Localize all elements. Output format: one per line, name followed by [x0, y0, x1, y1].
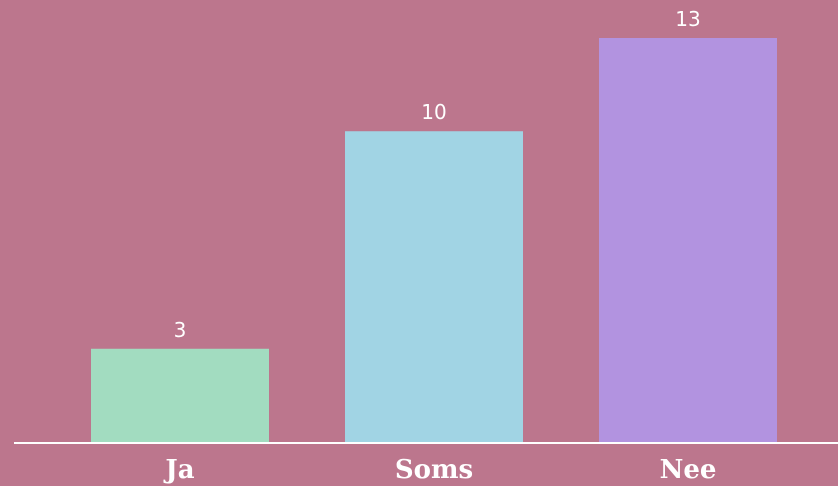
value-label-ja: 3 — [174, 318, 187, 342]
category-labels-group: Ja Soms Nee — [163, 455, 716, 485]
bars-group — [91, 38, 777, 442]
value-label-soms: 10 — [421, 100, 446, 124]
category-label-nee: Nee — [660, 455, 717, 485]
value-label-nee: 13 — [675, 7, 700, 31]
category-label-soms: Soms — [395, 455, 473, 485]
bar-ja — [91, 348, 269, 442]
value-labels-group: 3 10 13 — [174, 7, 701, 342]
bar-soms — [345, 131, 523, 442]
bar-nee — [599, 38, 777, 442]
category-label-ja: Ja — [163, 455, 194, 485]
